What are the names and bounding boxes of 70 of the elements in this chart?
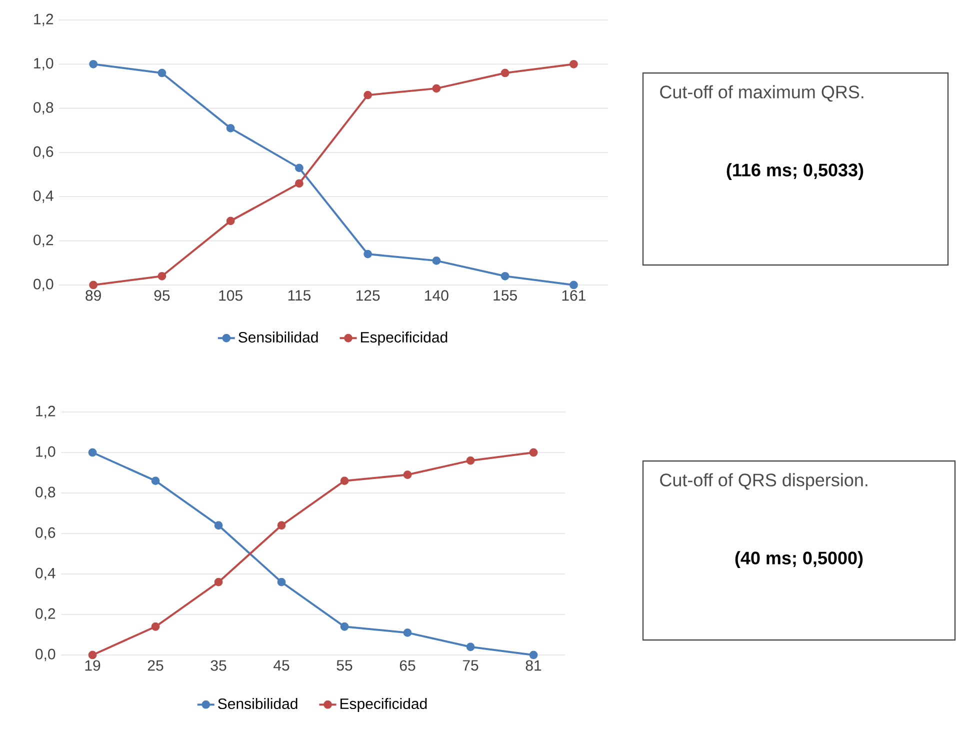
- y-tick-label: 1,2: [36, 406, 56, 418]
- point: [500, 68, 510, 78]
- y-tick-label: 0,8: [36, 486, 56, 500]
- y-tick-label: 0,6: [34, 146, 54, 159]
- y-tick-label: 0,6: [36, 527, 56, 540]
- x-tick-label: 25: [148, 660, 164, 671]
- x-tick-label: 95: [154, 290, 170, 301]
- y-tick-label: 1,0: [34, 58, 54, 70]
- x-tick-label: 75: [462, 660, 478, 671]
- y-tick-label: 0,8: [34, 102, 54, 115]
- y-tick-label: 0,4: [36, 568, 56, 580]
- x-tick-label: 155: [494, 290, 517, 301]
- x-tick-label: 140: [425, 290, 448, 301]
- point: [569, 280, 578, 290]
- y-tick-label: 0,0: [34, 278, 54, 292]
- point: [294, 164, 304, 172]
- point: [569, 60, 578, 68]
- text: Cut-off of QRS dispersion.: [660, 473, 868, 490]
- x-tick-label: 89: [86, 290, 101, 301]
- point: [364, 250, 372, 258]
- legend-label: Especificidad: [340, 698, 427, 712]
- point: [88, 448, 97, 457]
- text: (116 ms; 0,5033): [726, 163, 864, 180]
- point: [340, 476, 349, 486]
- point: [466, 642, 475, 652]
- y-tick-label: 0,4: [34, 190, 54, 203]
- point: [294, 179, 304, 188]
- y-tick-label: 1,0: [36, 446, 56, 459]
- point: [277, 521, 286, 530]
- point: [529, 650, 538, 660]
- point: [432, 256, 441, 265]
- point: [466, 456, 475, 465]
- point: [500, 272, 510, 280]
- point: [403, 628, 412, 637]
- x-tick-label: 125: [356, 290, 380, 301]
- point: [277, 578, 286, 586]
- point: [214, 578, 223, 586]
- point: [432, 84, 441, 93]
- point: [151, 476, 160, 486]
- y-tick-label: 1,2: [34, 14, 54, 26]
- point: [529, 448, 538, 457]
- point: [158, 68, 166, 78]
- y-tick-label: 0,0: [36, 648, 56, 662]
- x-tick-label: 55: [336, 660, 352, 671]
- point: [403, 470, 412, 479]
- x-tick-label: 45: [274, 660, 290, 671]
- point: [89, 60, 98, 68]
- point: [226, 216, 235, 226]
- x-tick-label: 115: [288, 290, 311, 301]
- point: [340, 622, 349, 631]
- point: [88, 650, 97, 660]
- x-tick-label: 161: [562, 290, 586, 301]
- text: Cut-off of maximum QRS.: [660, 85, 864, 102]
- x-tick-label: 35: [210, 660, 226, 671]
- y-tick-label: 0,2: [36, 608, 56, 621]
- point: [89, 280, 98, 290]
- point: [364, 90, 372, 100]
- point: [151, 622, 160, 631]
- text: (40 ms; 0,5000): [735, 551, 863, 568]
- point: [158, 272, 166, 280]
- legend-label: Especificidad: [360, 332, 448, 346]
- point: [226, 124, 235, 132]
- x-tick-label: 105: [219, 290, 242, 301]
- point: [214, 521, 223, 530]
- x-tick-label: 19: [85, 660, 100, 671]
- y-tick-label: 0,2: [34, 234, 54, 248]
- x-tick-label: 65: [400, 660, 416, 671]
- legend-label: Sensibilidad: [238, 332, 318, 343]
- x-tick-label: 81: [526, 660, 542, 671]
- legend-label: Sensibilidad: [218, 698, 298, 710]
